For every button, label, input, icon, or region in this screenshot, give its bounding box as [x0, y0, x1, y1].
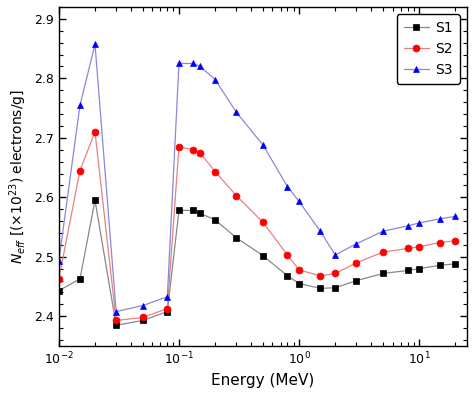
S1 — [318, 286, 323, 291]
S1 — [197, 211, 203, 216]
S1 — [212, 218, 218, 222]
S3 — [164, 294, 170, 299]
S2 — [77, 168, 83, 173]
S3 — [260, 143, 266, 147]
S3 — [380, 229, 386, 233]
S1 — [92, 198, 98, 203]
Line: S2: S2 — [55, 128, 459, 324]
S3 — [234, 110, 239, 115]
S3 — [77, 103, 83, 107]
S3 — [113, 309, 119, 314]
S3 — [190, 61, 195, 66]
S1 — [284, 273, 290, 278]
S1 — [234, 235, 239, 240]
S3 — [354, 241, 359, 246]
S1 — [405, 268, 410, 273]
Legend: S1, S2, S3: S1, S2, S3 — [397, 14, 460, 84]
S2 — [453, 238, 458, 243]
S3 — [212, 77, 218, 82]
S3 — [92, 42, 98, 47]
Y-axis label: $N_{eff}$ $[(×10^{23})$ electrons/g$]$: $N_{eff}$ $[(×10^{23})$ electrons/g$]$ — [7, 89, 28, 264]
S2 — [416, 245, 422, 249]
S3 — [197, 64, 203, 69]
S1 — [77, 276, 83, 281]
S2 — [354, 260, 359, 265]
S1 — [113, 323, 119, 327]
S1 — [190, 208, 195, 213]
S1 — [354, 278, 359, 283]
S2 — [332, 271, 338, 276]
S3 — [438, 216, 443, 221]
Line: S3: S3 — [55, 41, 459, 315]
S2 — [56, 276, 62, 281]
S2 — [284, 253, 290, 258]
S1 — [176, 208, 182, 213]
S2 — [190, 147, 195, 152]
S1 — [332, 285, 338, 290]
S2 — [176, 145, 182, 149]
S2 — [380, 250, 386, 254]
Line: S1: S1 — [55, 197, 459, 329]
S2 — [318, 273, 323, 278]
S3 — [416, 220, 422, 225]
S2 — [212, 169, 218, 174]
S2 — [140, 315, 146, 320]
S3 — [176, 61, 182, 66]
S2 — [234, 193, 239, 198]
S3 — [332, 253, 338, 258]
S1 — [56, 288, 62, 293]
S2 — [405, 246, 410, 251]
S1 — [140, 318, 146, 323]
S3 — [296, 199, 302, 204]
S2 — [438, 240, 443, 245]
S1 — [453, 261, 458, 266]
S3 — [140, 303, 146, 308]
X-axis label: Energy (MeV): Energy (MeV) — [211, 373, 315, 388]
S3 — [453, 214, 458, 219]
S3 — [405, 224, 410, 228]
S1 — [438, 263, 443, 267]
S3 — [56, 259, 62, 263]
S2 — [296, 267, 302, 272]
S1 — [164, 309, 170, 314]
S2 — [92, 130, 98, 134]
S2 — [164, 306, 170, 311]
S3 — [318, 229, 323, 233]
S3 — [284, 184, 290, 189]
S2 — [260, 220, 266, 225]
S1 — [296, 281, 302, 286]
S2 — [197, 150, 203, 155]
S1 — [416, 266, 422, 271]
S2 — [113, 318, 119, 323]
S1 — [260, 253, 266, 258]
S1 — [380, 271, 386, 276]
